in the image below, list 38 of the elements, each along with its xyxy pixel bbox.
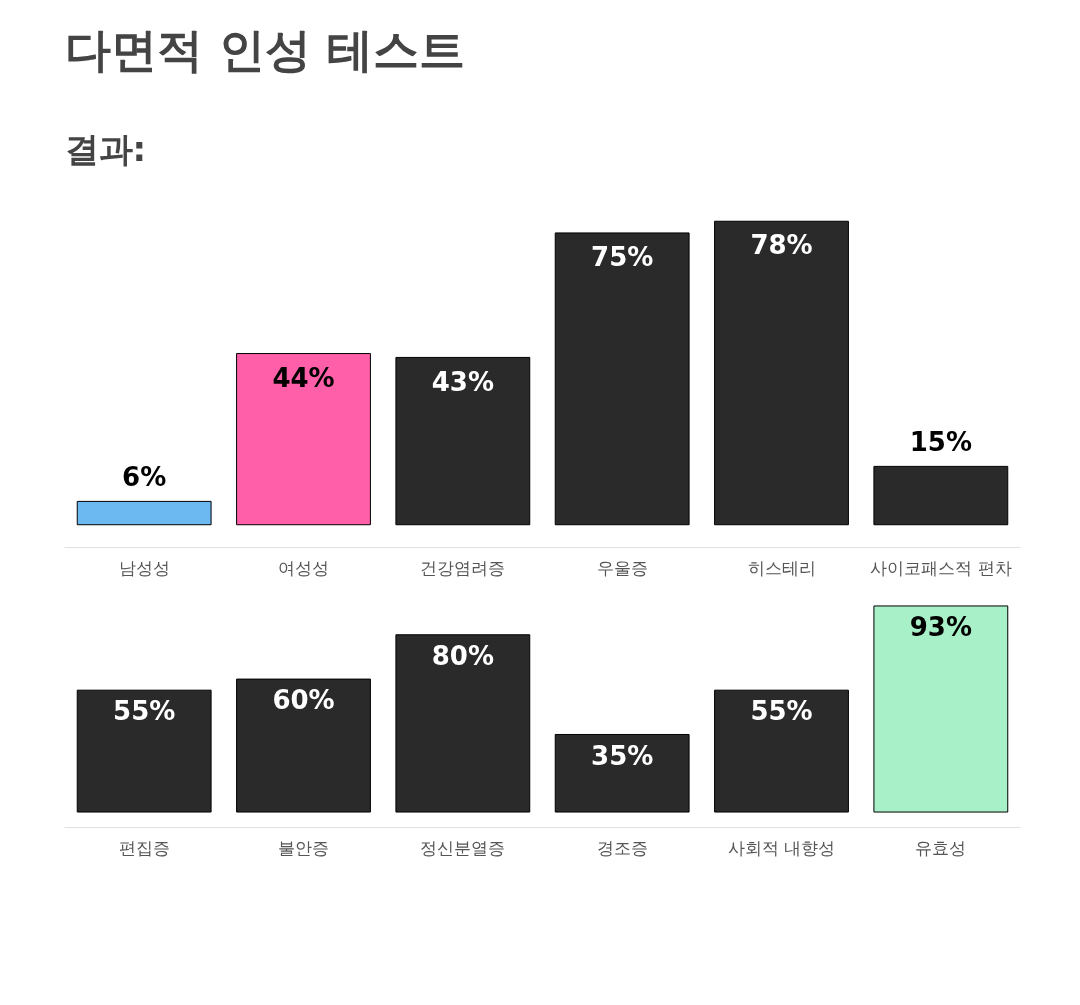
data-label: 44% <box>272 362 335 393</box>
x-tick-label: 사이코패스적 편차 <box>870 557 1012 578</box>
data-label: 55% <box>113 696 176 727</box>
data-label: 80% <box>431 640 494 671</box>
x-tick-label: 히스테리 <box>747 557 816 578</box>
x-tick-label: 우울증 <box>596 557 648 578</box>
bar <box>76 689 212 813</box>
x-tick-label: 남성성 <box>118 557 170 578</box>
x-tick-label: 경조증 <box>596 837 648 858</box>
data-label: 43% <box>431 366 494 397</box>
bar <box>554 733 690 813</box>
chart-subtitle: 결과: <box>64 128 147 169</box>
bar <box>76 500 212 526</box>
data-label: 6% <box>122 462 167 493</box>
x-tick-label: 정신분열증 <box>420 837 506 858</box>
data-label: 35% <box>591 740 654 771</box>
data-label: 15% <box>909 427 972 458</box>
x-tick-label: 불안증 <box>278 837 329 858</box>
data-label: 75% <box>591 242 654 273</box>
bar <box>554 232 690 526</box>
data-label: 78% <box>750 230 813 261</box>
x-tick-label: 유효성 <box>915 837 967 858</box>
data-label: 93% <box>909 612 972 643</box>
bar <box>714 689 849 813</box>
bar <box>236 678 371 813</box>
bar <box>236 353 371 526</box>
bar <box>873 465 1009 526</box>
x-tick-label: 여성성 <box>278 557 329 578</box>
x-tick-label: 사회적 내향성 <box>727 837 836 858</box>
bar <box>714 220 849 526</box>
chart-title: 다면적 인성 테스트 <box>64 22 465 77</box>
data-label: 55% <box>750 696 813 727</box>
x-tick-label: 편집증 <box>118 837 170 858</box>
data-label: 60% <box>272 685 335 716</box>
bar <box>395 634 531 813</box>
bar <box>395 356 531 526</box>
bar <box>873 605 1009 813</box>
x-tick-label: 건강염려증 <box>420 557 506 578</box>
